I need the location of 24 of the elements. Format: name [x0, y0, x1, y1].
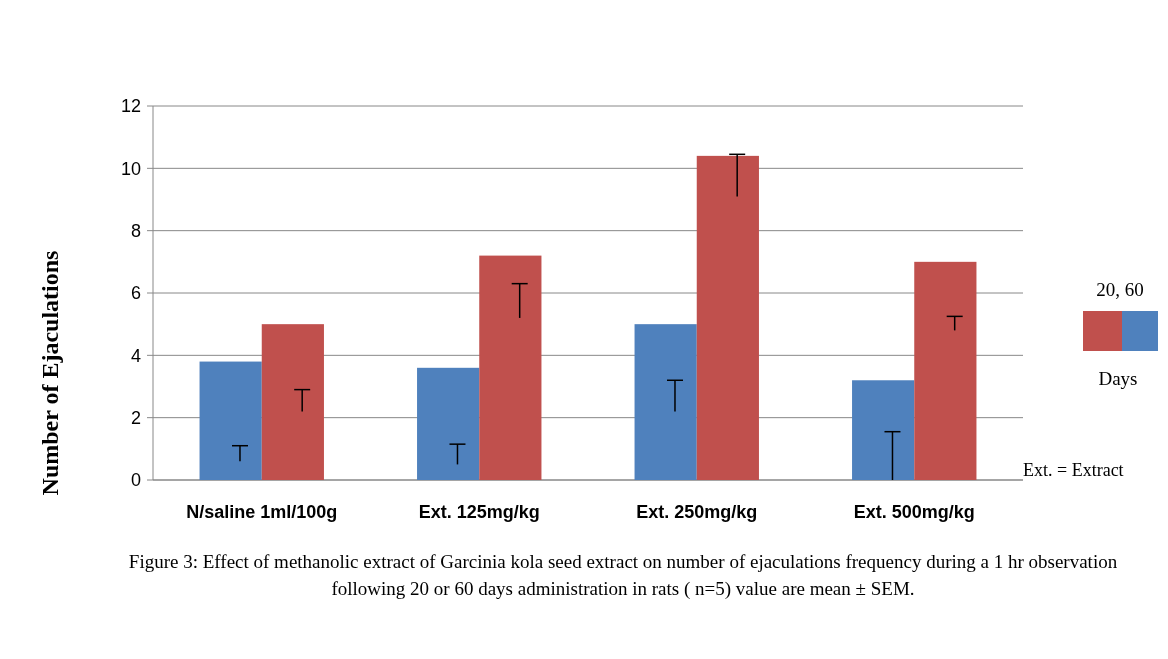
- bar: [696, 155, 759, 480]
- caption: Figure 3: Effect of methanolic extract of Garcinia kola seed extract on number of ejaculations frequency during a 1 hr observation following 20 or 60 days administration in rats ( n=5) value are mean ± SEM.: [127, 550, 1119, 601]
- y-tick-label: 0: [130, 470, 141, 491]
- y-tick-label: 6: [130, 283, 141, 304]
- bar: [199, 361, 262, 480]
- bar: [852, 380, 915, 480]
- annotation: Ext. = Extract: [1023, 460, 1124, 480]
- text: Days: [1098, 368, 1138, 389]
- bar: [914, 261, 977, 480]
- x-tick-label: Ext. 250mg/kg: [636, 502, 758, 522]
- legend-title: 20, 60: [1096, 279, 1144, 300]
- bar: [417, 367, 480, 480]
- bar: [261, 324, 324, 480]
- bar: [479, 255, 542, 480]
- y-tick-label: 2: [130, 407, 141, 428]
- x-tick-label: Ext. 125mg/kg: [418, 502, 540, 522]
- x-tick-label: N/saline 1ml/100g: [186, 502, 338, 522]
- y-tick-label: 12: [120, 96, 141, 117]
- y-tick-label: 8: [130, 220, 141, 241]
- y-tick-label: 4: [130, 345, 141, 366]
- y-axis-title: Number of Ejaculations: [37, 250, 63, 496]
- x-tick-label: Ext. 500mg/kg: [853, 502, 975, 522]
- bar: [634, 324, 697, 480]
- y-tick-label: 10: [120, 158, 141, 179]
